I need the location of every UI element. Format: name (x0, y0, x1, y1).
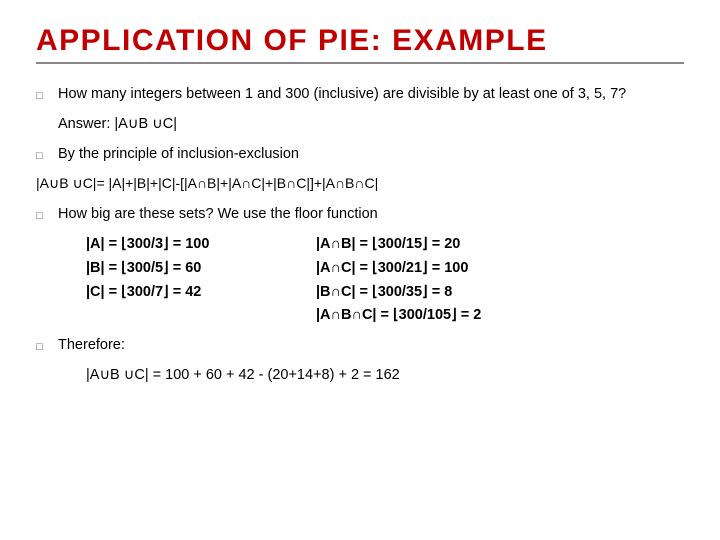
bullet-2-text: By the principle of inclusion-exclusion (58, 144, 684, 166)
calc-BC: |B∩C| = ⌊300/35⌋ = 8 (316, 282, 684, 304)
title-underline (36, 62, 684, 64)
bullet-4-text: Therefore: (58, 335, 684, 357)
bullet-2: □ By the principle of inclusion-exclusio… (36, 144, 684, 166)
pie-equation: |A∪B ∪C|= |A|+|B|+|C|-[|A∩B|+|A∩C|+|B∩C|… (36, 173, 684, 194)
slide: APPLICATION OF PIE: EXAMPLE □ How many i… (0, 0, 720, 540)
calc-A: |A| = ⌊300/3⌋ = 100 (86, 234, 316, 256)
calc-ABC: |A∩B∩C| = ⌊300/105⌋ = 2 (316, 305, 684, 327)
bullet-icon: □ (36, 208, 48, 226)
calc-row-3: |C| = ⌊300/7⌋ = 42 |B∩C| = ⌊300/35⌋ = 8 (86, 282, 684, 304)
bullet-3-text: How big are these sets? We use the floor… (58, 204, 684, 226)
bullet-3: □ How big are these sets? We use the flo… (36, 204, 684, 226)
bullet-1-text: How many integers between 1 and 300 (inc… (58, 84, 684, 106)
final-equation: |A∪B ∪C| = 100 + 60 + 42 - (20+14+8) + 2… (86, 365, 684, 387)
slide-title: APPLICATION OF PIE: EXAMPLE (36, 24, 684, 58)
bullet-icon: □ (36, 88, 48, 106)
bullet-4: □ Therefore: (36, 335, 684, 357)
calc-B: |B| = ⌊300/5⌋ = 60 (86, 258, 316, 280)
answer-line: Answer: |A∪B ∪C| (58, 114, 684, 136)
slide-content: □ How many integers between 1 and 300 (i… (36, 84, 684, 387)
calc-AB: |A∩B| = ⌊300/15⌋ = 20 (316, 234, 684, 256)
bullet-1: □ How many integers between 1 and 300 (i… (36, 84, 684, 106)
calc-row-2: |B| = ⌊300/5⌋ = 60 |A∩C| = ⌊300/21⌋ = 10… (86, 258, 684, 280)
calc-C: |C| = ⌊300/7⌋ = 42 (86, 282, 316, 304)
calc-AC: |A∩C| = ⌊300/21⌋ = 100 (316, 258, 684, 280)
calc-row-1: |A| = ⌊300/3⌋ = 100 |A∩B| = ⌊300/15⌋ = 2… (86, 234, 684, 256)
bullet-icon: □ (36, 148, 48, 166)
bullet-icon: □ (36, 339, 48, 357)
